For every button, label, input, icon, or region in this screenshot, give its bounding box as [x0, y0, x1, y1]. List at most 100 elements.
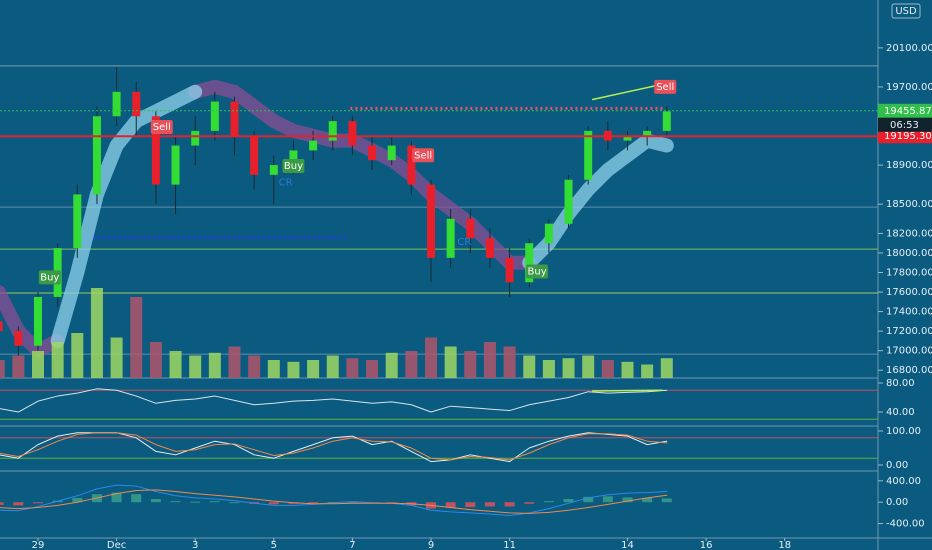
volume-bar: [542, 360, 555, 378]
volume-bar: [326, 355, 339, 378]
y-tick-label: -400.00: [886, 519, 925, 530]
signal-label: Sell: [414, 150, 432, 161]
pane: 400.00 0.00 -400.00: [0, 476, 925, 530]
candle-body: [210, 101, 219, 131]
signal-label: Buy: [528, 267, 547, 278]
volume-bar: [385, 352, 398, 378]
x-tick-label: 11: [503, 540, 516, 550]
y-tick-label: 17400.00: [886, 307, 932, 318]
pane: 100.00 0.00: [0, 426, 921, 471]
y-tick-label: 0.00: [886, 497, 908, 508]
histogram-bar: [0, 502, 4, 505]
histogram-bar: [484, 502, 495, 507]
volume-bar: [523, 355, 536, 378]
countdown-box: [878, 117, 932, 132]
signal-label: Sell: [153, 122, 171, 133]
histogram-bar: [543, 501, 554, 503]
indicator-line: [0, 432, 668, 461]
histogram-bar: [131, 494, 142, 503]
trend-line: [592, 389, 663, 392]
volume-bar: [149, 342, 162, 378]
histogram-bar: [347, 502, 358, 504]
candle-body: [289, 150, 298, 166]
candle-body: [269, 165, 278, 175]
y-tick-label: 100.00: [886, 426, 921, 437]
signal-badge: [412, 148, 435, 163]
histogram-bar: [661, 498, 672, 503]
histogram-bar: [308, 502, 319, 504]
histogram-bar: [622, 497, 633, 503]
candle-body: [623, 135, 632, 141]
histogram-bar: [229, 502, 240, 504]
candle-body: [191, 130, 200, 146]
pane: 20100.00 19700.00 18900.00 18500.00 18200.00…: [0, 43, 932, 550]
y-tick-label: 18900.00: [886, 160, 932, 171]
countdown: 06:53: [890, 120, 919, 131]
candle-body: [34, 296, 42, 346]
volume-bar: [562, 358, 575, 378]
histogram-bar: [170, 501, 181, 503]
volume-bar: [425, 337, 437, 378]
signal-label: Buy: [40, 272, 59, 283]
price-label: 19455.87: [884, 106, 932, 117]
x-tick-label: 9: [428, 540, 434, 550]
y-tick-label: 16800.00: [886, 365, 932, 376]
histogram-bar: [583, 496, 594, 503]
histogram-bar: [445, 502, 456, 508]
currency-box[interactable]: [891, 3, 921, 19]
signal-label: CR: [279, 178, 293, 189]
histogram-bar: [150, 498, 161, 503]
candle-body: [112, 91, 121, 117]
ribbon: [50, 84, 203, 348]
histogram-bar: [563, 498, 574, 503]
volume-bar: [307, 360, 320, 378]
volume-bar: [641, 364, 654, 378]
volume-bar: [601, 360, 614, 378]
signal-badge: [526, 264, 549, 279]
y-tick-label: 19700.00: [886, 82, 932, 93]
candle-body: [505, 257, 514, 283]
volume-bar: [287, 361, 300, 378]
x-tick-label: 3: [192, 540, 198, 550]
price-label: 19195.30: [884, 131, 932, 142]
volume-bar: [12, 355, 25, 378]
x-tick-label: 18: [778, 540, 791, 550]
volume-bar: [208, 352, 221, 378]
y-tick-label: 17200.00: [886, 326, 932, 337]
x-tick-label: 5: [271, 540, 277, 550]
ribbon: [0, 285, 65, 358]
volume-bar: [71, 333, 84, 378]
volume-bar: [582, 355, 595, 378]
y-tick-label: 0.00: [886, 460, 908, 471]
y-tick-label: 17000.00: [886, 346, 932, 357]
volume-bar: [483, 342, 496, 378]
histogram-bar: [33, 502, 43, 504]
volume-bar: [503, 346, 516, 378]
y-tick-label: 17800.00: [886, 268, 932, 279]
candle-body: [446, 218, 455, 258]
macd-line: [0, 489, 668, 514]
signal-badge: [654, 79, 677, 94]
volume-bar: [621, 361, 634, 378]
histogram-bar: [268, 502, 279, 505]
candle-body: [348, 121, 357, 146]
y-tick-label: 20100.00: [886, 43, 932, 54]
signal-label: Sell: [656, 82, 674, 93]
candle-body: [250, 135, 259, 175]
x-tick-label: 14: [621, 540, 634, 550]
indicator-line: [0, 388, 668, 413]
volume-bar: [464, 351, 477, 378]
histogram-bar: [72, 497, 83, 503]
volume-bar: [32, 351, 44, 378]
x-tick-label: 7: [349, 540, 355, 550]
candle-body: [643, 130, 652, 136]
candle-body: [14, 331, 23, 346]
histogram-bar: [111, 492, 122, 503]
candle-body: [544, 223, 553, 244]
volume-bar: [248, 355, 261, 378]
volume-bar: [366, 360, 379, 378]
volume-bar: [444, 346, 457, 378]
volume-bar: [110, 337, 123, 378]
